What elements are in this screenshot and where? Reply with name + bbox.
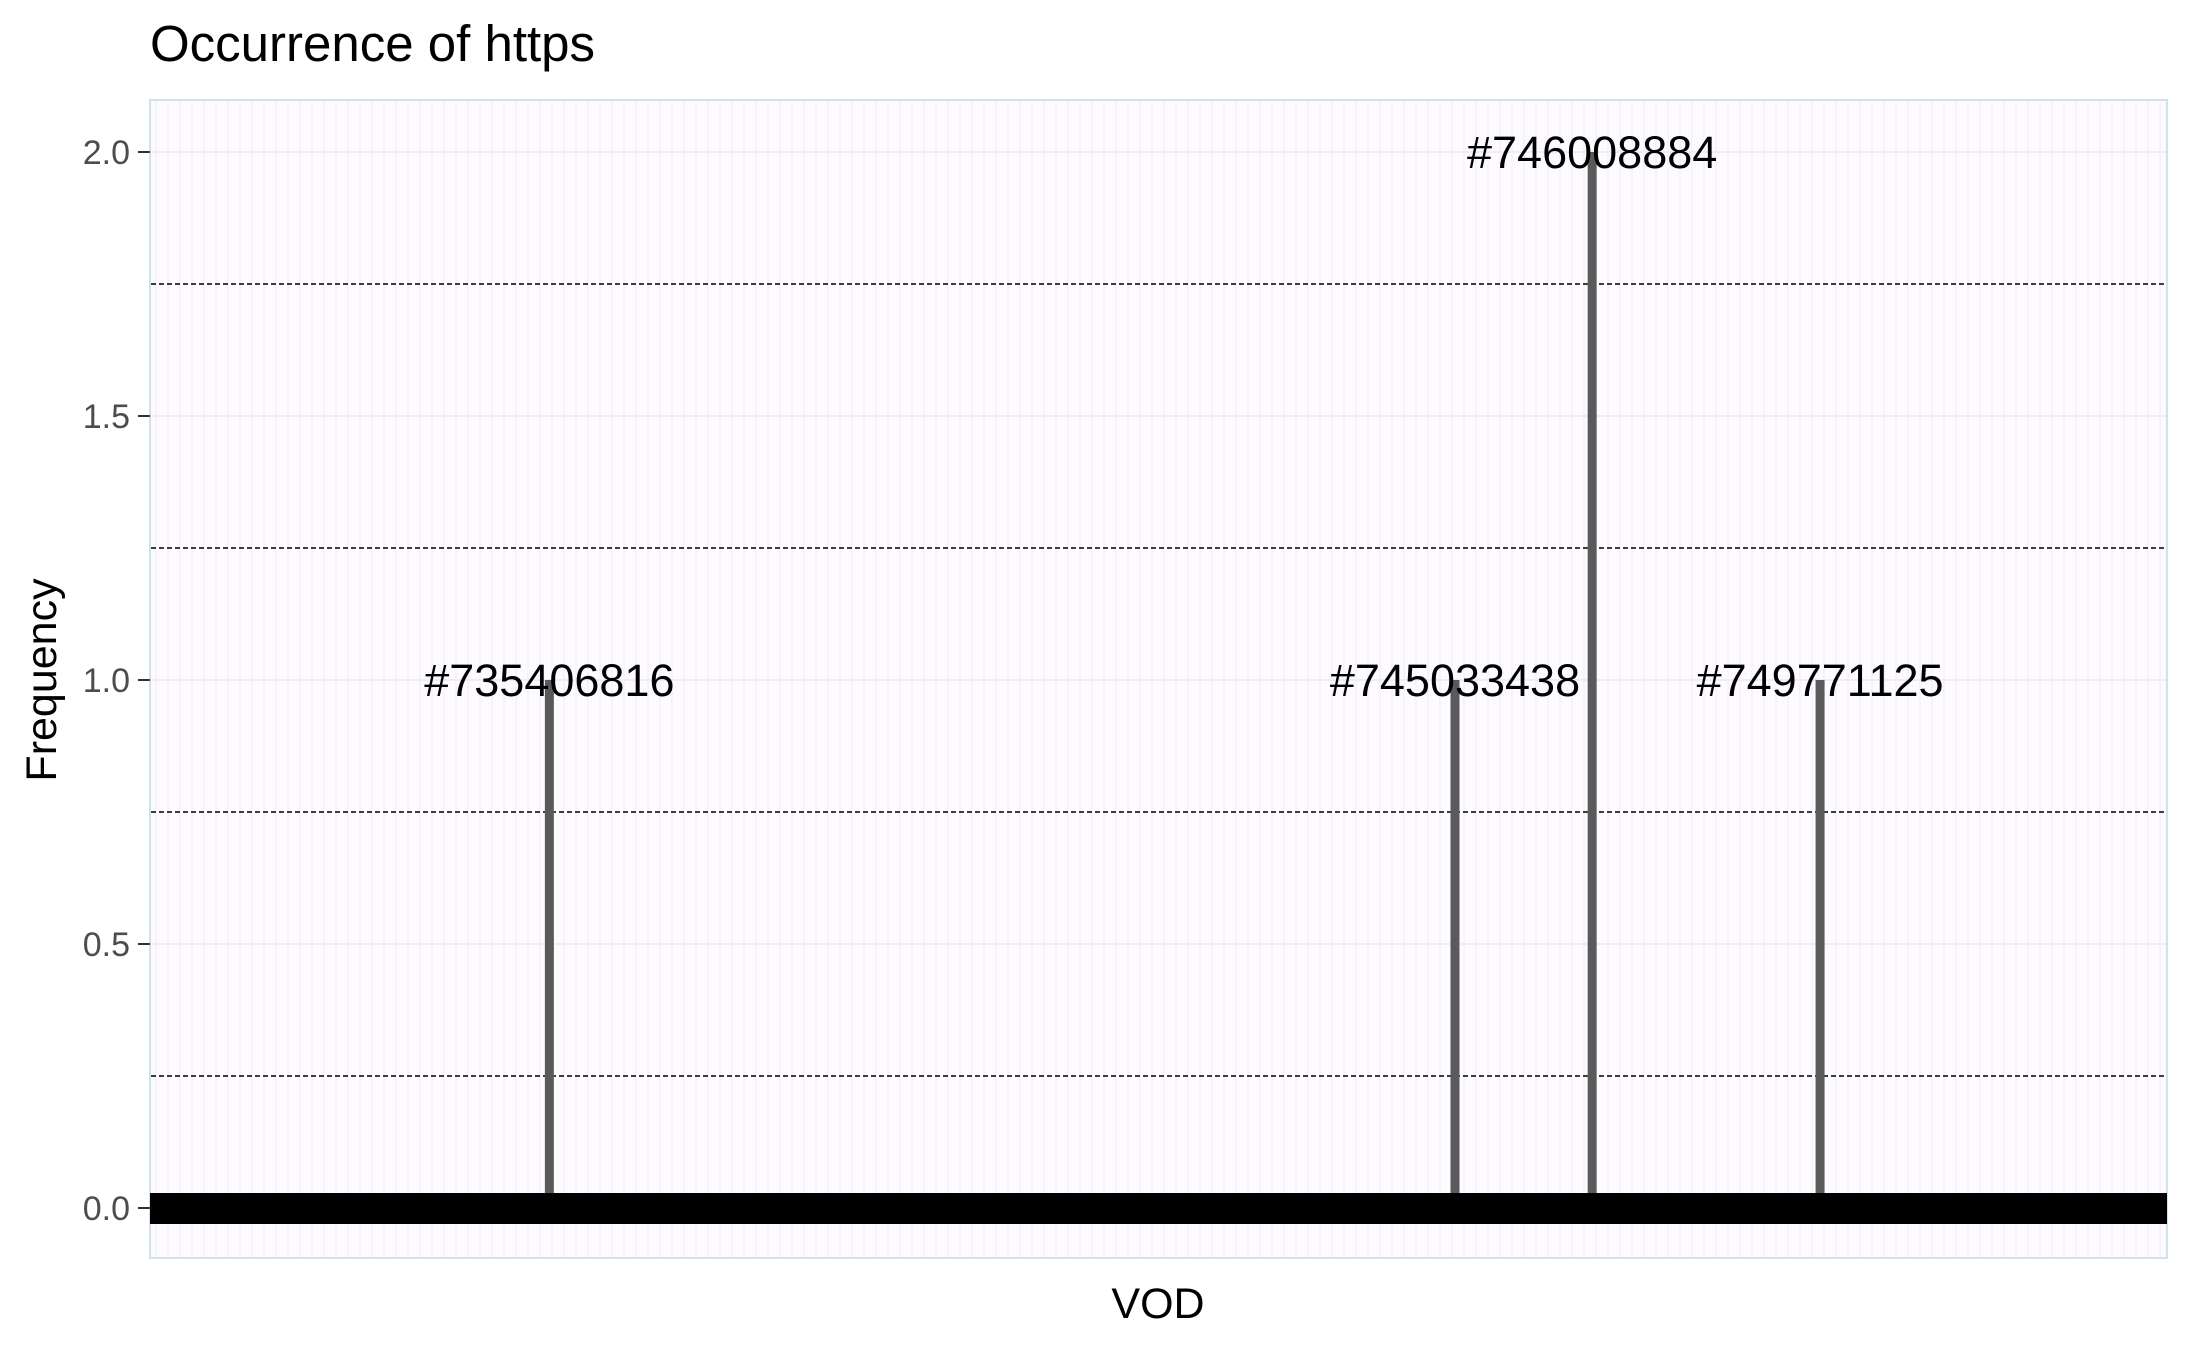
data-label: #745033438 <box>1330 655 1580 706</box>
x-axis-title: VOD <box>1111 1280 1204 1328</box>
y-tick-label: 0.0 <box>83 1190 130 1228</box>
data-label: #746008884 <box>1467 127 1717 178</box>
data-label: #749771125 <box>1697 655 1944 706</box>
lollipop-stems <box>544 152 1825 1208</box>
data-labels: #735406816 #745033438 #746008884 #749771125 <box>424 127 1943 706</box>
faint-grid <box>151 101 2166 1257</box>
y-tick-label: 1.0 <box>83 662 130 700</box>
y-tick-label: 0.5 <box>83 926 130 964</box>
chart-title: Occurrence of https <box>150 15 595 72</box>
y-axis: 0.0 0.5 1.0 1.5 2.0 <box>83 134 150 1228</box>
y-axis-title: Frequency <box>18 578 66 782</box>
y-tick-label: 1.5 <box>83 398 130 436</box>
y-tick-label: 2.0 <box>83 134 130 172</box>
zero-baseline <box>150 1193 2167 1224</box>
data-label: #735406816 <box>424 655 674 706</box>
